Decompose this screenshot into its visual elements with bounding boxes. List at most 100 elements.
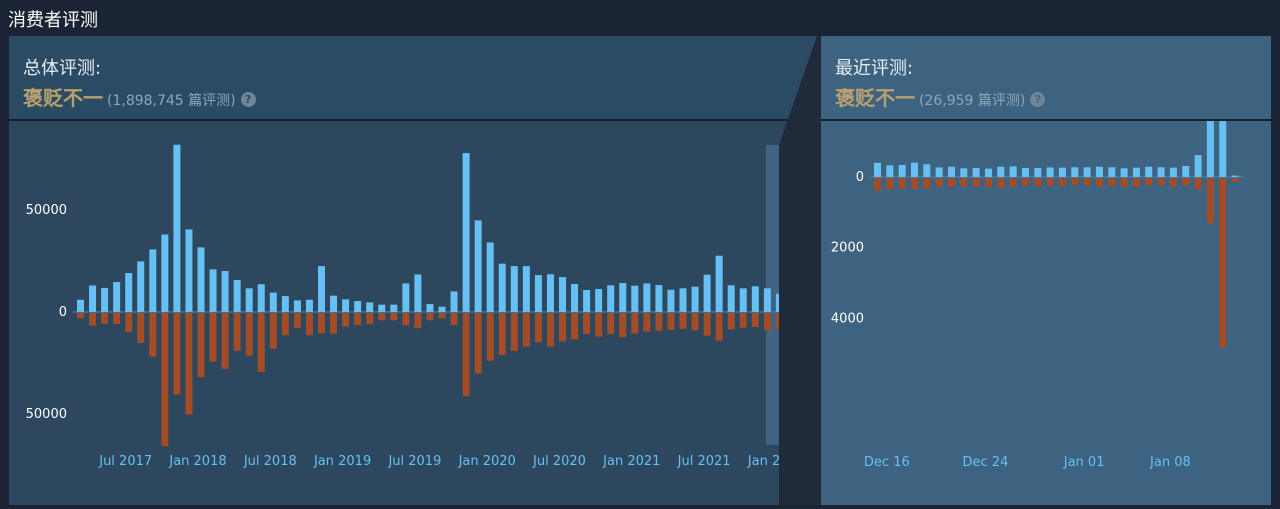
negative-bar [450, 313, 458, 326]
overall-histogram[interactable]: 50000 0 50000 Jul 2017 Jan 2018 Jul 2018 Jan 2… [9, 121, 820, 505]
positive-bar [1034, 167, 1042, 177]
positive-bar [739, 288, 747, 312]
negative-bar [715, 313, 723, 341]
positive-bar [534, 275, 542, 312]
negative-bar [462, 313, 470, 397]
negative-bar [619, 313, 627, 338]
positive-bar [1009, 166, 1017, 177]
positive-bar [595, 288, 603, 312]
positive-bar [390, 304, 398, 312]
negative-bar [583, 313, 591, 335]
y-tick-label: 0 [856, 170, 864, 185]
negative-bar [534, 313, 542, 343]
negative-bar [923, 178, 931, 189]
negative-bar [739, 313, 747, 328]
negative-bar [330, 313, 338, 334]
positive-bar [462, 153, 470, 312]
positive-bar [318, 266, 325, 312]
positive-bar [874, 162, 881, 177]
x-tick-label: Jan 2019 [313, 454, 371, 469]
negative-bar [149, 313, 157, 357]
negative-bar [438, 313, 446, 319]
overall-rating[interactable]: 褒贬不一 [23, 86, 103, 110]
positive-bar [209, 269, 217, 312]
negative-bar [1083, 178, 1091, 186]
negative-bar [1108, 178, 1116, 187]
question-circle-icon[interactable]: ? [1030, 92, 1046, 107]
negative-bar [209, 313, 217, 362]
negative-bar [474, 313, 482, 374]
y-tick-label: 50000 [26, 203, 67, 218]
negative-bar [426, 313, 434, 321]
overall-review-count: (1,898,745 篇评测) [107, 93, 236, 109]
negative-bar [1021, 178, 1029, 186]
positive-bar [293, 300, 301, 312]
x-tick-label: Dec 16 [864, 455, 910, 470]
negative-bar [342, 313, 350, 327]
positive-bar [1021, 167, 1029, 177]
question-circle-icon[interactable]: ? [240, 92, 256, 107]
positive-bar [1071, 167, 1079, 177]
positive-bar [1083, 167, 1091, 177]
negative-bar [305, 313, 313, 336]
negative-bar [498, 313, 506, 356]
positive-bar [137, 261, 145, 312]
positive-bar [655, 285, 663, 312]
positive-bar [1108, 167, 1116, 177]
negative-bar [874, 178, 881, 191]
recent-review-count: (26,959 篇评测) [919, 93, 1026, 109]
negative-bar [559, 313, 566, 342]
positive-bar [1120, 168, 1128, 177]
positive-bar [886, 165, 894, 177]
section-title: 消费者评测 [8, 10, 98, 31]
positive-bar [438, 306, 446, 312]
negative-bar [233, 313, 241, 351]
positive-bar [305, 299, 313, 312]
recent-range-highlight [766, 145, 779, 445]
positive-bar [1206, 121, 1214, 177]
positive-bar [233, 279, 241, 312]
negative-bar [269, 313, 277, 349]
overall-reviews-panel: 总体评测: 褒贬不一 (1,898,745 篇评测)? 50000 0 50000 Ju… [9, 36, 820, 505]
negative-bar [667, 313, 675, 330]
y-tick-label: 4000 [831, 311, 864, 326]
positive-bar [619, 283, 627, 312]
positive-bar [583, 289, 591, 312]
negative-bar [510, 313, 518, 351]
overall-histogram-svg: 50000 0 50000 Jul 2017 Jan 2018 Jul 2018 Jan 2… [26, 144, 805, 469]
x-tick-label: Dec 24 [963, 455, 1009, 470]
recent-rating[interactable]: 褒贬不一 [835, 86, 915, 110]
negative-bar [1120, 178, 1128, 187]
positive-bar [703, 274, 711, 312]
negative-bar [486, 313, 494, 361]
negative-bar [402, 313, 410, 326]
positive-bar [751, 286, 759, 312]
positive-bar [1169, 167, 1177, 177]
negative-bar [1145, 178, 1153, 186]
positive-bar [643, 283, 651, 312]
recent-reviews-label: 最近评测: [835, 58, 914, 79]
x-tick-label: Jul 2020 [532, 454, 586, 469]
negative-bar [293, 313, 301, 328]
right-edge [1271, 36, 1280, 505]
positive-bar [972, 167, 980, 177]
negative-bar [113, 313, 121, 325]
x-tick-label: Jul 2018 [243, 454, 297, 469]
positive-bar [149, 249, 157, 312]
negative-bar [727, 313, 735, 330]
recent-reviews-panel: 最近评测: 褒贬不一(26,959 篇评测)? 2000020004000Dec… [821, 36, 1271, 505]
positive-bar [691, 286, 699, 312]
negative-bar [1194, 178, 1202, 190]
negative-bar [1231, 178, 1239, 182]
positive-bar [510, 266, 518, 312]
negative-bar [1009, 178, 1017, 187]
positive-bar [269, 292, 277, 312]
positive-bar [173, 144, 181, 312]
negative-bar [161, 313, 169, 447]
positive-bar [77, 299, 84, 312]
positive-bar [667, 289, 675, 312]
negative-bar [221, 313, 229, 369]
negative-bar [546, 313, 554, 347]
overall-reviews-header: 总体评测: 褒贬不一 (1,898,745 篇评测)? [9, 36, 820, 121]
